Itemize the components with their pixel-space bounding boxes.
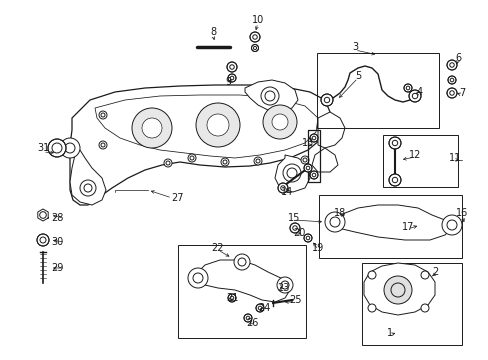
- Circle shape: [234, 254, 249, 270]
- Circle shape: [383, 276, 411, 304]
- Circle shape: [441, 215, 461, 235]
- Text: 26: 26: [245, 318, 258, 328]
- Circle shape: [447, 76, 455, 84]
- Circle shape: [37, 234, 49, 246]
- Circle shape: [320, 94, 332, 106]
- Circle shape: [132, 108, 172, 148]
- Circle shape: [263, 105, 296, 139]
- Circle shape: [388, 137, 400, 149]
- Polygon shape: [311, 148, 337, 172]
- Circle shape: [196, 103, 240, 147]
- Text: 3: 3: [351, 42, 357, 52]
- Text: 12: 12: [408, 150, 420, 160]
- Circle shape: [283, 164, 301, 182]
- Polygon shape: [70, 148, 106, 205]
- Text: 20: 20: [292, 228, 305, 238]
- Circle shape: [163, 159, 172, 167]
- Text: 8: 8: [209, 27, 216, 37]
- Circle shape: [227, 294, 236, 302]
- Text: 31: 31: [37, 143, 49, 153]
- Text: 29: 29: [51, 263, 63, 273]
- Circle shape: [325, 212, 345, 232]
- Circle shape: [99, 111, 107, 119]
- Circle shape: [388, 174, 400, 186]
- Circle shape: [301, 156, 308, 164]
- Text: 9: 9: [224, 77, 231, 87]
- Circle shape: [304, 234, 311, 242]
- Text: 11: 11: [448, 153, 460, 163]
- Circle shape: [309, 134, 317, 142]
- Circle shape: [187, 154, 196, 162]
- Text: 28: 28: [51, 213, 63, 223]
- Polygon shape: [38, 209, 48, 221]
- Bar: [318, 195, 461, 258]
- Text: 30: 30: [51, 237, 63, 247]
- Circle shape: [251, 45, 258, 51]
- Circle shape: [278, 183, 287, 193]
- Circle shape: [99, 141, 107, 149]
- Circle shape: [187, 268, 207, 288]
- Circle shape: [276, 277, 292, 293]
- Bar: [361, 263, 461, 345]
- Polygon shape: [274, 155, 309, 192]
- Text: 4: 4: [416, 87, 422, 97]
- Text: 19: 19: [311, 243, 324, 253]
- Circle shape: [289, 223, 299, 233]
- Text: 6: 6: [454, 53, 460, 63]
- Polygon shape: [70, 85, 329, 205]
- Circle shape: [227, 74, 236, 82]
- Circle shape: [60, 138, 80, 158]
- Text: 10: 10: [251, 15, 264, 25]
- Circle shape: [221, 158, 228, 166]
- Circle shape: [271, 114, 287, 130]
- Polygon shape: [317, 112, 345, 148]
- Text: 13: 13: [301, 138, 313, 148]
- Circle shape: [408, 90, 420, 102]
- Circle shape: [48, 139, 66, 157]
- Text: 22: 22: [211, 243, 224, 253]
- Circle shape: [446, 60, 456, 70]
- Circle shape: [304, 164, 311, 172]
- Text: 14: 14: [280, 187, 292, 197]
- Text: 18: 18: [333, 208, 346, 218]
- Polygon shape: [95, 95, 317, 158]
- Circle shape: [256, 304, 264, 312]
- Bar: [382, 135, 457, 187]
- Circle shape: [226, 62, 237, 72]
- Circle shape: [403, 84, 411, 92]
- Text: 24: 24: [257, 303, 270, 313]
- Circle shape: [249, 32, 260, 42]
- Circle shape: [420, 271, 428, 279]
- Text: 16: 16: [455, 208, 467, 218]
- Bar: [316, 53, 438, 128]
- Bar: [178, 245, 305, 338]
- Circle shape: [446, 88, 456, 98]
- Circle shape: [253, 157, 262, 165]
- Circle shape: [420, 304, 428, 312]
- Text: 17: 17: [401, 222, 413, 232]
- Text: 21: 21: [225, 293, 238, 303]
- Circle shape: [142, 118, 162, 138]
- Text: 27: 27: [171, 193, 184, 203]
- Text: 1: 1: [386, 328, 392, 338]
- Circle shape: [367, 271, 375, 279]
- Polygon shape: [363, 263, 434, 315]
- Text: 5: 5: [354, 71, 360, 81]
- Circle shape: [261, 87, 279, 105]
- Text: 15: 15: [287, 213, 300, 223]
- Polygon shape: [244, 80, 297, 112]
- Text: 25: 25: [288, 295, 301, 305]
- Circle shape: [244, 314, 251, 322]
- Text: 7: 7: [458, 88, 464, 98]
- Circle shape: [309, 171, 317, 179]
- Circle shape: [206, 114, 228, 136]
- Polygon shape: [195, 260, 289, 302]
- Text: 2: 2: [431, 267, 437, 277]
- Circle shape: [80, 180, 96, 196]
- Text: 23: 23: [276, 283, 288, 293]
- Circle shape: [367, 304, 375, 312]
- Polygon shape: [329, 205, 451, 240]
